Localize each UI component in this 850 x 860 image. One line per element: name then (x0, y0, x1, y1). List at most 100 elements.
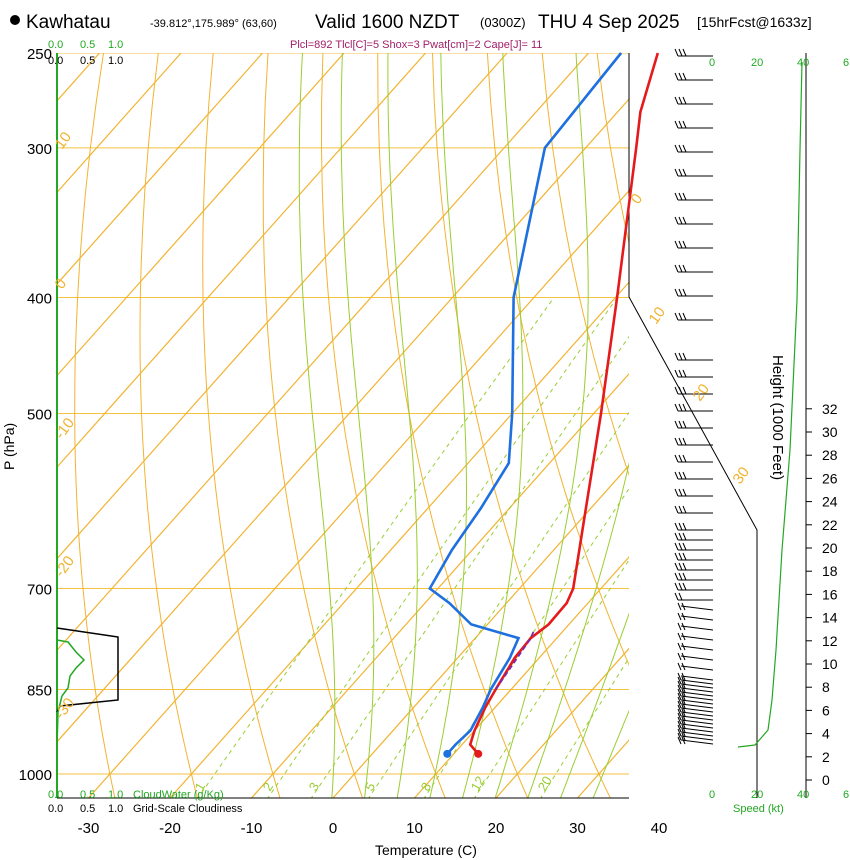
wind-barb-flag (681, 684, 686, 693)
wind-barb-flag (682, 168, 687, 177)
wind-barb-flag (678, 312, 683, 321)
temp-tick-label: -30 (78, 820, 100, 837)
wind-barb-flag (678, 386, 683, 395)
wind-barb-flag (674, 352, 679, 361)
wind-barb-flag (674, 386, 679, 395)
wind-barb-flag (674, 192, 679, 201)
wind-barb-flag (682, 369, 687, 378)
wind-barb-flag (678, 216, 683, 225)
wind-barb-flag (682, 216, 687, 225)
mixing-ratio-line (368, 411, 629, 798)
wind-barb-flag (674, 403, 679, 412)
dewpoint-line (428, 52, 623, 755)
wind-barb-flag (681, 724, 686, 733)
moist-adiabat (429, 53, 467, 798)
wind-barb-flag (677, 716, 682, 725)
isotherm (332, 464, 629, 798)
moist-adiabat (494, 53, 589, 798)
wind-barb-flag (678, 562, 683, 571)
cloudiness-profile (56, 627, 119, 746)
wind-barb-flag (681, 680, 686, 689)
dry-adiabat (320, 53, 446, 798)
wind-barb (680, 715, 714, 721)
height-tick-label: 18 (822, 563, 838, 579)
wind-barb-flag (682, 264, 687, 273)
svg-text:0.0: 0.0 (48, 39, 63, 51)
isotherm (414, 556, 629, 798)
wind-barb-flag (682, 454, 687, 463)
wind-barb-flag (682, 532, 687, 541)
wind-barb (680, 707, 714, 713)
wind-barb-flag (677, 720, 682, 729)
wind-barb (680, 723, 714, 729)
svg-text:1.0: 1.0 (108, 803, 123, 815)
isotherm (251, 372, 629, 798)
wind-barb-flag (674, 48, 679, 57)
wind-barb-flag (682, 386, 687, 395)
height-axis-label: Height (1000 Feet) (769, 355, 786, 480)
height-tick-label: 2 (822, 749, 830, 765)
wind-barb-flag (682, 505, 687, 514)
moist-adiabat (559, 612, 629, 798)
wind-barb-flag (678, 572, 683, 581)
wind-barb-flag (681, 696, 686, 705)
mixing-ratio-label: 5 (362, 780, 379, 794)
wind-barb-flag (678, 288, 683, 297)
mixing-ratio-line (540, 657, 629, 798)
wind-barb-flag (682, 471, 687, 480)
isotherm (57, 53, 508, 560)
dry-adiabat (486, 53, 629, 667)
isotherm-label: -30 (51, 695, 78, 723)
wind-barb-flag (678, 144, 683, 153)
wind-barb (680, 691, 714, 697)
wind-barb-flag (681, 700, 686, 709)
moist-adiabat (527, 461, 629, 798)
wind-barb-flag (674, 471, 679, 480)
svg-text:0.5: 0.5 (80, 39, 95, 51)
forecast-info: [15hrFcst@1633z] (697, 14, 812, 30)
wind-barb-flag (678, 264, 683, 273)
wind-barb-flag (677, 696, 682, 705)
height-tick-label: 12 (822, 633, 838, 649)
isotherm (577, 739, 629, 798)
wind-barb-flag (681, 662, 686, 671)
svg-text:40: 40 (797, 789, 809, 801)
wind-barb-flag (677, 642, 682, 651)
station-coords: -39.812°,175.989° (63,60) (150, 18, 277, 30)
wind-barb (680, 665, 714, 671)
wind-barb-flag (682, 572, 687, 581)
temp-tick-label: -10 (241, 820, 263, 837)
isotherm (57, 53, 589, 652)
temp-tick-label: 40 (651, 820, 668, 837)
wind-barb-flag (681, 688, 686, 697)
wind-barb-flag (674, 505, 679, 514)
svg-text:40: 40 (797, 57, 809, 69)
moist-adiabat (298, 53, 336, 798)
wind-barb (680, 625, 714, 631)
height-tick-label: 24 (822, 494, 838, 510)
isotherm-label: 0 (51, 276, 70, 293)
wind-barb (680, 735, 714, 741)
wind-barb-flag (681, 720, 686, 729)
wind-barb-flag (681, 632, 686, 641)
pressure-tick-label: 400 (27, 290, 52, 307)
svg-text:CloudWater (g/Kg): CloudWater (g/Kg) (133, 789, 224, 801)
height-tick-label: 14 (822, 610, 838, 626)
isotherm (57, 53, 263, 285)
wind-barb (680, 635, 714, 641)
mixing-ratio-label: 2 (260, 780, 277, 794)
height-tick-label: 10 (822, 656, 838, 672)
wind-barb-flag (678, 403, 683, 412)
wind-barb-flag (678, 72, 683, 81)
wind-barb-flag (678, 471, 683, 480)
svg-text:6: 6 (843, 57, 849, 69)
wind-barb-flag (681, 652, 686, 661)
height-tick-label: 26 (822, 470, 838, 486)
wind-barb-flag (682, 403, 687, 412)
cloud-top-ticks: 0.0 0.5 1.0 0.0 0.5 1.0 (48, 39, 123, 67)
svg-text:1.0: 1.0 (108, 55, 123, 67)
wind-barb-flag (674, 582, 679, 591)
wind-barb-flag (682, 48, 687, 57)
wind-barb-flag (674, 72, 679, 81)
